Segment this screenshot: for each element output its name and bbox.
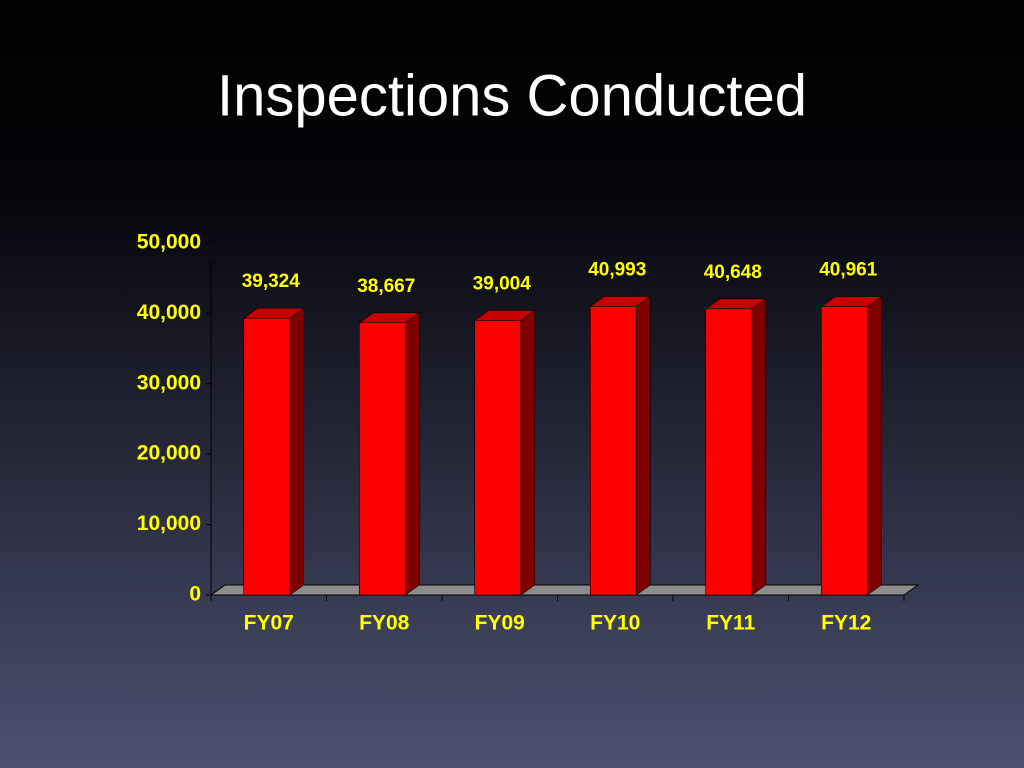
bar <box>705 308 753 596</box>
chart-title: Inspections Conducted <box>217 63 807 128</box>
bar-side <box>520 309 536 596</box>
value-label: 39,324 <box>242 271 301 292</box>
y-tick-label: 50,000 <box>137 231 201 254</box>
y-tick-label: 30,000 <box>137 371 201 394</box>
x-tick-label: FY12 <box>821 612 871 635</box>
value-label: 40,993 <box>588 259 646 280</box>
y-tick-label: 20,000 <box>137 442 201 465</box>
bar-side <box>404 312 420 596</box>
bar-group <box>820 296 883 596</box>
bar-group <box>704 298 767 596</box>
bar <box>474 320 522 596</box>
bar-group <box>358 312 421 596</box>
value-label: 40,648 <box>704 262 762 283</box>
bar-group <box>242 307 305 596</box>
x-tick-label: FY09 <box>475 612 525 635</box>
bar-side <box>289 307 305 596</box>
y-tick-label: 40,000 <box>137 301 201 324</box>
value-label: 39,004 <box>473 273 532 294</box>
bar-side <box>751 298 767 596</box>
y-tick-label: 0 <box>189 583 201 606</box>
y-tick-label: 10,000 <box>137 512 201 535</box>
bar-side <box>635 295 651 596</box>
x-tick-label: FY07 <box>244 612 294 635</box>
value-label: 40,961 <box>819 260 878 281</box>
value-label: 38,667 <box>357 276 415 297</box>
bar <box>589 306 637 596</box>
bar <box>243 317 291 596</box>
plot: 0 10,000 20,000 30,000 40,000 50,000 FY07 39,32… <box>137 231 920 635</box>
x-tick-label: FY11 <box>706 612 755 635</box>
bar-group <box>473 309 536 596</box>
bar-group <box>589 295 652 596</box>
floor <box>209 584 920 596</box>
bar <box>820 306 868 596</box>
bar-side <box>866 296 882 596</box>
x-tick-label: FY08 <box>359 612 410 635</box>
bar <box>358 322 406 596</box>
x-tick-label: FY10 <box>590 612 640 635</box>
